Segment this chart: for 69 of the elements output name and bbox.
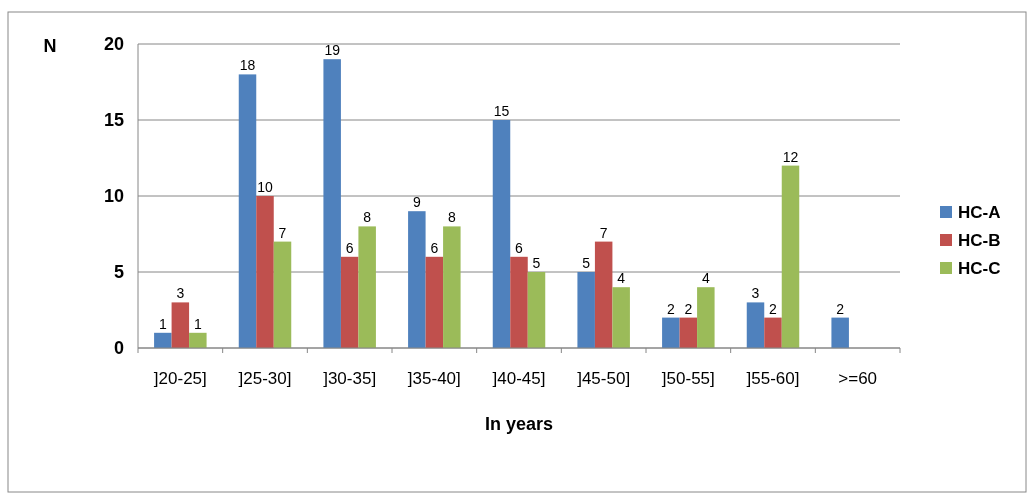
y-tick-label: 10 (103, 186, 124, 206)
data-label: 12 (782, 148, 799, 165)
data-label: 1 (158, 315, 167, 332)
data-label: 15 (493, 103, 510, 119)
x-tick-label: ]55-60] (746, 369, 800, 388)
data-label: 3 (751, 285, 760, 302)
bar (425, 256, 444, 348)
x-tick-label: ]25-30] (238, 369, 292, 388)
bar (577, 272, 595, 348)
bar (746, 302, 765, 348)
bar (594, 241, 613, 348)
data-label: 8 (363, 209, 372, 226)
data-label: 5 (582, 255, 591, 271)
y-tick-label: 0 (113, 338, 124, 358)
data-label: 4 (617, 270, 626, 287)
bar (273, 241, 292, 348)
x-tick-label: ]20-25] (153, 369, 207, 388)
bar (189, 332, 207, 348)
bar (358, 226, 376, 348)
bar (154, 332, 172, 348)
data-label: 18 (239, 57, 256, 74)
legend-label: HC-C (958, 259, 1001, 278)
x-tick-label: ]50-55] (661, 369, 715, 388)
x-tick-label: ]30-35] (323, 369, 377, 388)
data-label: 7 (278, 224, 287, 241)
bar (256, 196, 274, 348)
bar (764, 317, 782, 348)
data-label: 2 (769, 300, 778, 317)
x-axis-title: In years (484, 414, 554, 434)
bar (171, 302, 190, 348)
bar (679, 317, 698, 348)
bar (238, 74, 257, 348)
y-axis-title: N (43, 36, 57, 56)
bar (781, 165, 800, 348)
data-label: 9 (412, 194, 421, 211)
data-label: 10 (257, 179, 273, 195)
y-tick-label: 15 (103, 110, 124, 130)
data-label: 6 (430, 239, 439, 256)
data-label: 5 (532, 255, 541, 271)
y-tick-label: 20 (103, 34, 124, 54)
legend-label: HC-A (958, 203, 1001, 222)
bar (831, 317, 849, 348)
bar (527, 272, 546, 348)
data-label: 4 (701, 270, 710, 287)
legend-label: HC-B (958, 231, 1001, 250)
x-tick-label: ]35-40] (407, 369, 461, 388)
data-label: 3 (176, 285, 185, 302)
bar (443, 226, 461, 348)
data-label: 1 (193, 315, 202, 332)
bar (340, 256, 359, 348)
data-label: 19 (324, 42, 341, 59)
x-tick-label: >=60 (838, 369, 878, 388)
bar (408, 211, 426, 348)
y-tick-label: 5 (113, 262, 124, 282)
data-label: 6 (515, 239, 524, 256)
data-label: 2 (684, 300, 693, 317)
data-label: 7 (599, 224, 608, 241)
data-label: 2 (666, 300, 675, 317)
x-tick-label: ]40-45] (492, 369, 546, 388)
data-label: 2 (836, 300, 845, 317)
bar (323, 59, 341, 348)
data-label: 6 (345, 239, 354, 256)
bar (492, 120, 511, 348)
x-tick-label: ]45-50] (577, 369, 631, 388)
bar (510, 256, 528, 348)
bar (697, 287, 715, 348)
data-label: 8 (447, 209, 456, 226)
bar (662, 317, 680, 348)
bar (612, 287, 630, 348)
